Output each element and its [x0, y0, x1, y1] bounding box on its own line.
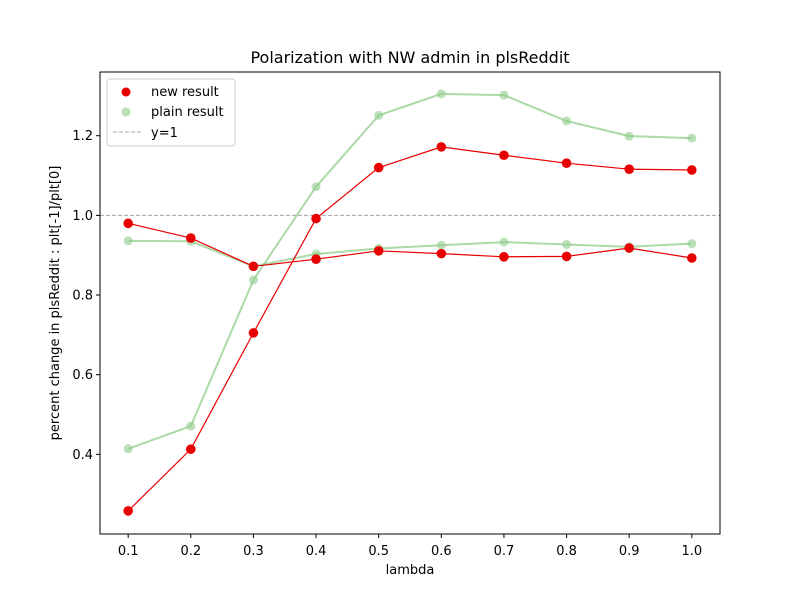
axes-frame — [99, 71, 721, 535]
x-tick-label: 0.5 — [368, 544, 389, 559]
new-result-point — [436, 248, 447, 259]
plain-result-point — [248, 275, 258, 285]
y-axis-label: percent change in plsReddit : plt[-1]/pl… — [48, 166, 63, 441]
plain-result-point — [499, 237, 509, 247]
new-result-point — [499, 251, 509, 262]
y-tick-label: 1.2 — [72, 129, 93, 144]
new-result-point — [248, 328, 259, 338]
legend-marker-new-result — [121, 87, 131, 97]
plain-result-point — [624, 131, 634, 141]
plain-result-point — [374, 110, 384, 120]
legend-label-reference-line: y=1 — [151, 126, 178, 141]
x-tick-label: 0.6 — [431, 544, 452, 559]
new-result-point — [123, 506, 133, 516]
plain-result-point — [123, 444, 133, 454]
x-tick-label: 0.9 — [619, 544, 640, 559]
new-result-point — [436, 142, 447, 152]
x-tick-label: 0.4 — [306, 544, 327, 559]
new-result-point — [561, 251, 572, 262]
new-result-point — [687, 165, 697, 175]
new-result-point — [186, 444, 196, 454]
plain-result-point — [562, 116, 572, 126]
new-result-point — [186, 233, 196, 243]
new-result-line-1 — [127, 146, 692, 512]
new-result-point — [687, 253, 697, 263]
plain-result-point — [123, 236, 133, 246]
plot-area — [100, 89, 720, 516]
x-tick-label: 0.3 — [243, 544, 264, 559]
legend-label-new-result: new result — [151, 85, 219, 100]
plain-result-point — [562, 239, 572, 249]
new-result-point — [311, 254, 321, 264]
x-tick-label: 0.8 — [556, 544, 577, 559]
chart-title: Polarization with NW admin in plsReddit — [250, 48, 569, 67]
x-axis: 0.1 0.2 0.3 0.4 0.5 0.6 0.7 0.8 0.9 1.0 — [118, 534, 702, 559]
plain-result-point — [186, 421, 196, 431]
x-axis-label: lambda — [386, 563, 435, 578]
new-result-point — [373, 162, 384, 173]
plain-result-line-1 — [127, 92, 692, 450]
new-result-point — [624, 164, 634, 174]
y-tick-label: 0.4 — [72, 448, 93, 463]
legend-marker-plain-result — [121, 107, 131, 117]
x-tick-label: 0.2 — [180, 544, 201, 559]
new-result-point — [373, 246, 384, 256]
x-tick-label: 0.7 — [494, 544, 515, 559]
legend-label-plain-result: plain result — [151, 105, 224, 120]
plain-result-point — [499, 90, 509, 100]
new-result-point — [499, 150, 509, 161]
y-tick-label: 0.8 — [72, 289, 93, 304]
plain-result-point — [436, 240, 446, 250]
new-result-point — [624, 243, 634, 253]
plain-result-point — [687, 239, 697, 249]
y-tick-label: 1.0 — [72, 209, 93, 224]
plain-result-line-2 — [128, 239, 692, 268]
x-tick-label: 1.0 — [681, 544, 702, 559]
new-result-line-2 — [128, 222, 692, 267]
new-result-point — [561, 158, 572, 169]
new-result-point — [311, 213, 321, 224]
new-result-point — [248, 261, 259, 272]
new-result-point — [123, 218, 133, 229]
plain-result-point — [311, 182, 321, 192]
x-tick-label: 0.1 — [118, 544, 139, 559]
plain-result-point — [436, 89, 446, 99]
legend-frame — [106, 78, 236, 147]
y-axis: 0.4 0.6 0.8 1.0 1.2 — [72, 129, 100, 463]
legend: new result plain result y=1 — [106, 78, 236, 147]
plain-result-point — [687, 133, 697, 143]
y-tick-label: 0.6 — [72, 368, 93, 383]
